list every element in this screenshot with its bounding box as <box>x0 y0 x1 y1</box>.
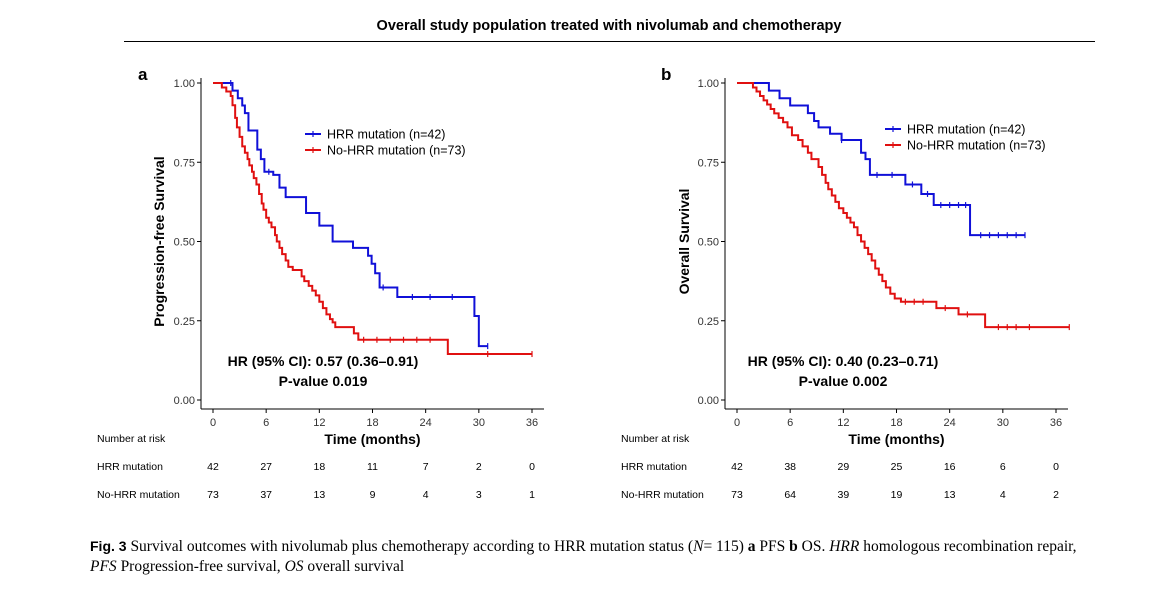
caption-text: = 115) <box>703 538 748 555</box>
risk-count: 73 <box>207 489 219 501</box>
x-tick-label: 24 <box>944 417 956 429</box>
x-tick-label: 36 <box>1050 417 1062 429</box>
x-tick-label: 12 <box>837 417 849 429</box>
survival-curve-hrr <box>213 82 488 348</box>
y-tick-label: 1.00 <box>174 78 195 90</box>
y-tick-label: 0.00 <box>698 395 719 407</box>
survival-curve-no-hrr <box>213 82 532 356</box>
risk-count: 19 <box>891 489 903 501</box>
survival-curve-no-hrr <box>737 82 1070 329</box>
risk-count: 13 <box>313 489 325 501</box>
risk-table-title: Number at risk <box>621 433 690 445</box>
p-value-annotation: P-value 0.019 <box>279 373 368 389</box>
risk-row-label: No-HRR mutation <box>621 489 704 501</box>
figure-canvas: a0.000.250.500.751.000 6 12 18 24 30 36Progres… <box>97 65 1070 501</box>
risk-count: 1 <box>529 489 535 501</box>
risk-count: 73 <box>731 489 743 501</box>
risk-count: 37 <box>260 489 272 501</box>
risk-count: 42 <box>207 461 219 473</box>
risk-count: 16 <box>944 461 956 473</box>
x-tick-label: 18 <box>366 417 378 429</box>
y-axis-title: Overall Survival <box>676 189 692 295</box>
risk-count: 42 <box>731 461 743 473</box>
risk-count: 27 <box>260 461 272 473</box>
risk-count: 39 <box>837 489 849 501</box>
y-tick-label: 0.25 <box>698 316 719 328</box>
risk-row-label: HRR mutation <box>97 461 163 473</box>
y-tick-label: 1.00 <box>698 78 719 90</box>
risk-count: 38 <box>784 461 796 473</box>
y-tick-label: 0.25 <box>174 316 195 328</box>
x-axis-title: Time (months) <box>848 431 944 447</box>
x-tick-label: 12 <box>313 417 325 429</box>
x-tick-label: 24 <box>420 417 432 429</box>
risk-count: 7 <box>423 461 429 473</box>
legend-entry: No-HRR mutation (n=73) <box>907 139 1046 153</box>
caption-n-variable: N <box>693 538 704 555</box>
panel-label: a <box>138 65 148 84</box>
figure-caption: Fig. 3 Survival outcomes with nivolumab … <box>90 536 1102 577</box>
risk-count: 2 <box>1053 489 1059 501</box>
legend-entry: HRR mutation (n=42) <box>907 123 1025 137</box>
title-divider <box>124 41 1095 42</box>
caption-abbr: OS <box>284 558 304 575</box>
risk-count: 13 <box>944 489 956 501</box>
risk-count: 25 <box>891 461 903 473</box>
x-tick-label: 0 <box>734 417 740 429</box>
y-tick-label: 0.75 <box>698 157 719 169</box>
caption-panel-a: a <box>747 538 756 555</box>
panel-label: b <box>661 65 671 84</box>
x-tick-label: 18 <box>890 417 902 429</box>
caption-text: overall survival <box>303 558 405 575</box>
y-tick-label: 0.50 <box>174 237 195 249</box>
risk-row-label: HRR mutation <box>621 461 687 473</box>
risk-count: 11 <box>367 461 378 473</box>
caption-text: Survival outcomes with nivolumab plus ch… <box>130 538 694 555</box>
x-tick-label: 0 <box>210 417 216 429</box>
risk-count: 18 <box>313 461 325 473</box>
risk-count: 64 <box>784 489 796 501</box>
legend-entry: No-HRR mutation (n=73) <box>327 144 466 158</box>
p-value-annotation: P-value 0.002 <box>799 373 888 389</box>
risk-count: 6 <box>1000 461 1006 473</box>
figure-title: Overall study population treated with ni… <box>376 18 842 34</box>
y-tick-label: 0.75 <box>174 157 195 169</box>
x-tick-label: 30 <box>473 417 485 429</box>
hazard-ratio-annotation: HR (95% CI): 0.57 (0.36–0.91) <box>228 353 419 369</box>
risk-count: 0 <box>1053 461 1059 473</box>
risk-row-label: No-HRR mutation <box>97 489 180 501</box>
caption-panel-b: b <box>789 538 798 555</box>
x-tick-label: 6 <box>263 417 269 429</box>
legend-entry: HRR mutation (n=42) <box>327 128 445 142</box>
x-tick-label: 6 <box>787 417 793 429</box>
caption-text: OS. <box>797 538 830 555</box>
hazard-ratio-annotation: HR (95% CI): 0.40 (0.23–0.71) <box>748 353 939 369</box>
y-tick-label: 0.00 <box>174 395 195 407</box>
x-tick-label: 30 <box>997 417 1009 429</box>
caption-abbr: PFS <box>90 558 117 575</box>
risk-count: 0 <box>529 461 535 473</box>
caption-text: homologous recombination repair, <box>859 538 1077 555</box>
survival-curve-hrr <box>737 82 1025 237</box>
risk-count: 29 <box>837 461 849 473</box>
caption-abbr: HRR <box>829 538 860 555</box>
risk-count: 4 <box>1000 489 1006 501</box>
y-axis-title: Progression-free Survival <box>151 156 167 326</box>
y-tick-label: 0.50 <box>698 237 719 249</box>
risk-count: 2 <box>476 461 482 473</box>
x-tick-label: 36 <box>526 417 538 429</box>
risk-table-title: Number at risk <box>97 433 166 445</box>
caption-text: PFS <box>755 538 790 555</box>
risk-count: 9 <box>370 489 376 501</box>
caption-text: Progression-free survival, <box>116 558 285 575</box>
x-axis-title: Time (months) <box>324 431 420 447</box>
risk-count: 3 <box>476 489 482 501</box>
caption-label: Fig. 3 <box>90 538 127 554</box>
risk-count: 4 <box>423 489 429 501</box>
